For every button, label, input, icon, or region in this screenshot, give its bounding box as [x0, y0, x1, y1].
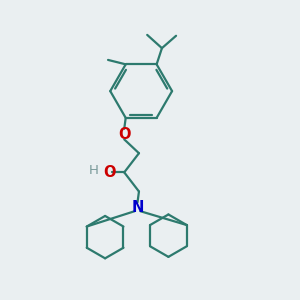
- Text: O: O: [103, 165, 116, 180]
- Text: O: O: [118, 127, 130, 142]
- Text: N: N: [131, 200, 144, 215]
- Text: H: H: [88, 164, 98, 176]
